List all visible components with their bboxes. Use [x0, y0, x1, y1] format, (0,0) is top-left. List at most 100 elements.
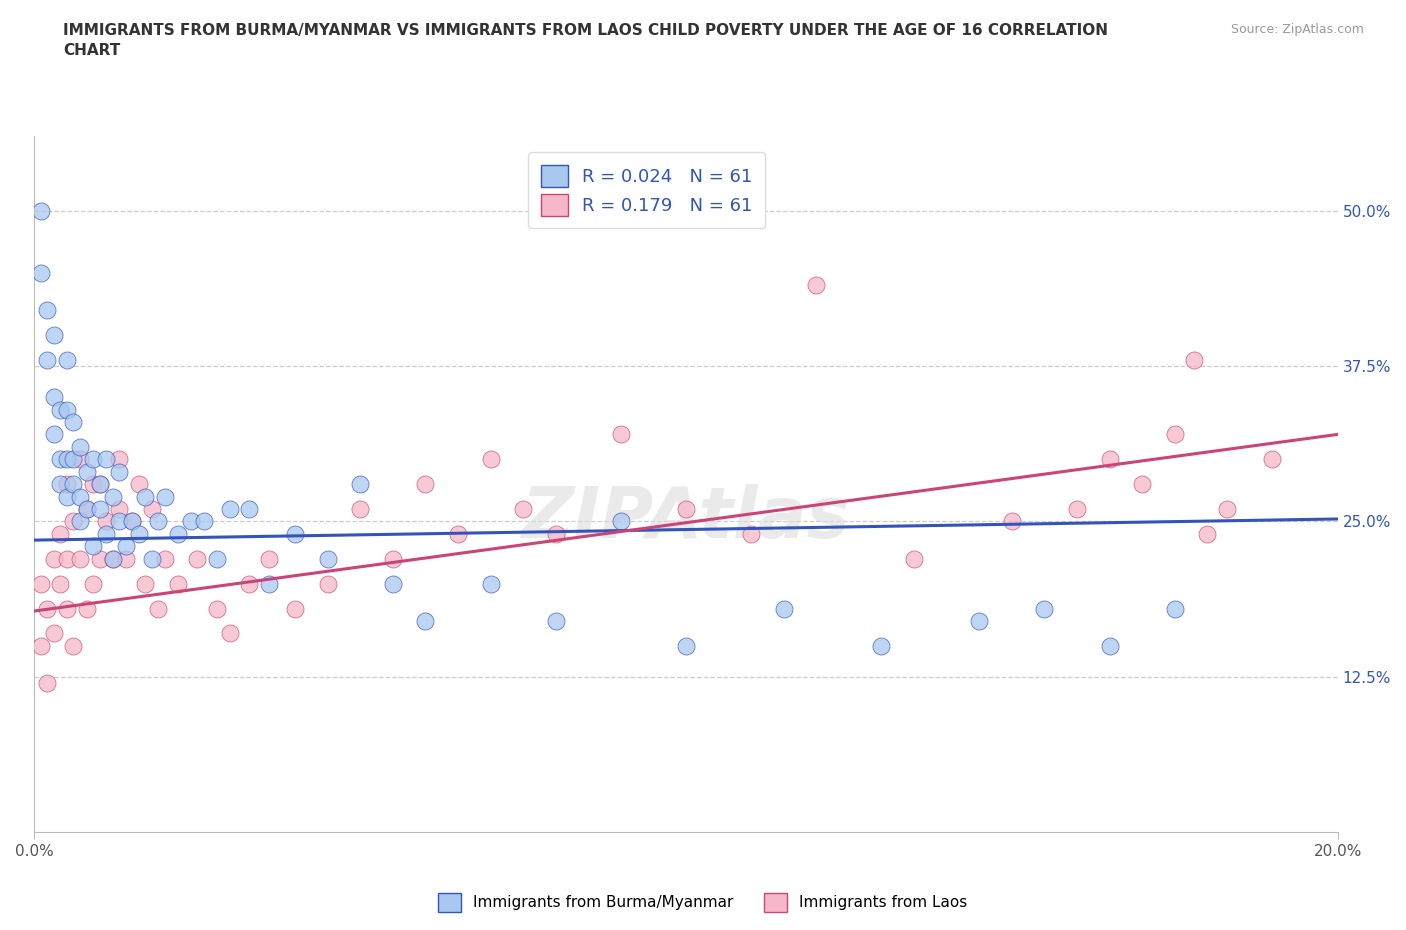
Point [610, 427, 633, 442]
Point [740, 526, 762, 541]
Point [37, 601, 59, 616]
Point [544, 614, 567, 629]
Point [76, 464, 98, 479]
Point [30, 577, 52, 591]
Point [153, 551, 176, 566]
Point [49, 452, 72, 467]
Text: Source: ZipAtlas.com: Source: ZipAtlas.com [1230, 23, 1364, 36]
Point [870, 638, 893, 653]
Point [56, 489, 79, 504]
Point [806, 278, 828, 293]
Point [128, 526, 150, 541]
Point [1098, 638, 1121, 653]
Point [1197, 526, 1219, 541]
Point [121, 514, 143, 529]
Point [238, 501, 260, 516]
Point [772, 601, 794, 616]
Point [89, 477, 111, 492]
Point [82, 477, 104, 492]
Point [42, 626, 65, 641]
Point [42, 327, 65, 342]
Point [180, 514, 202, 529]
Text: IMMIGRANTS FROM BURMA/MYANMAR VS IMMIGRANTS FROM LAOS CHILD POVERTY UNDER THE AG: IMMIGRANTS FROM BURMA/MYANMAR VS IMMIGRA… [63, 23, 1108, 58]
Point [316, 551, 339, 566]
Point [69, 551, 91, 566]
Point [1033, 601, 1056, 616]
Text: ZIPAtlas: ZIPAtlas [522, 485, 851, 553]
Point [42, 551, 65, 566]
Point [284, 601, 307, 616]
Point [76, 501, 98, 516]
Point [1164, 427, 1187, 442]
Point [349, 501, 371, 516]
Point [205, 551, 228, 566]
Point [56, 477, 79, 492]
Point [1261, 452, 1284, 467]
Point [42, 390, 65, 405]
Point [37, 302, 59, 317]
Point [1098, 452, 1121, 467]
Point [675, 501, 697, 516]
Point [49, 577, 72, 591]
Point [1130, 477, 1153, 492]
Point [967, 614, 990, 629]
Point [114, 538, 136, 553]
Legend: R = 0.024   N = 61, R = 0.179   N = 61: R = 0.024 N = 61, R = 0.179 N = 61 [529, 152, 765, 229]
Point [114, 551, 136, 566]
Point [1066, 501, 1088, 516]
Point [257, 577, 280, 591]
Point [69, 452, 91, 467]
Point [56, 402, 79, 417]
Point [148, 601, 170, 616]
Legend: Immigrants from Burma/Myanmar, Immigrants from Laos: Immigrants from Burma/Myanmar, Immigrant… [432, 887, 974, 918]
Point [108, 514, 131, 529]
Point [1182, 352, 1205, 367]
Point [30, 203, 52, 218]
Point [56, 352, 79, 367]
Point [62, 477, 84, 492]
Point [108, 464, 131, 479]
Point [94, 452, 117, 467]
Point [49, 402, 72, 417]
Point [42, 427, 65, 442]
Point [447, 526, 470, 541]
Point [415, 477, 437, 492]
Point [284, 526, 307, 541]
Point [134, 489, 156, 504]
Point [69, 439, 91, 454]
Point [62, 415, 84, 430]
Point [82, 452, 104, 467]
Point [479, 577, 502, 591]
Point [141, 551, 163, 566]
Point [186, 551, 208, 566]
Point [37, 352, 59, 367]
Point [238, 577, 260, 591]
Point [49, 526, 72, 541]
Point [30, 638, 52, 653]
Point [62, 452, 84, 467]
Point [381, 577, 404, 591]
Point [101, 551, 124, 566]
Point [218, 626, 240, 641]
Point [89, 551, 111, 566]
Point [415, 614, 437, 629]
Point [610, 514, 633, 529]
Point [82, 538, 104, 553]
Point [479, 452, 502, 467]
Point [316, 577, 339, 591]
Point [108, 501, 131, 516]
Point [30, 265, 52, 280]
Point [76, 601, 98, 616]
Point [903, 551, 925, 566]
Point [89, 477, 111, 492]
Point [76, 501, 98, 516]
Point [1001, 514, 1024, 529]
Point [1164, 601, 1187, 616]
Point [101, 551, 124, 566]
Point [108, 452, 131, 467]
Point [153, 489, 176, 504]
Point [121, 514, 143, 529]
Point [166, 577, 188, 591]
Point [675, 638, 697, 653]
Point [544, 526, 567, 541]
